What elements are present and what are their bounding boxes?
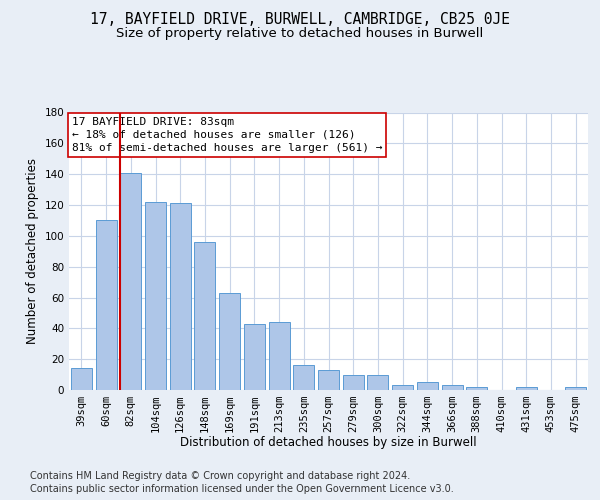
- Bar: [219, 293, 240, 390]
- Text: 17, BAYFIELD DRIVE, BURWELL, CAMBRIDGE, CB25 0JE: 17, BAYFIELD DRIVE, BURWELL, CAMBRIDGE, …: [90, 12, 510, 28]
- Y-axis label: Number of detached properties: Number of detached properties: [26, 158, 39, 344]
- Bar: [417, 382, 438, 390]
- Bar: [120, 172, 141, 390]
- Bar: [565, 387, 586, 390]
- Bar: [170, 204, 191, 390]
- Bar: [244, 324, 265, 390]
- Text: 17 BAYFIELD DRIVE: 83sqm
← 18% of detached houses are smaller (126)
81% of semi-: 17 BAYFIELD DRIVE: 83sqm ← 18% of detach…: [71, 116, 382, 153]
- Bar: [343, 374, 364, 390]
- Text: Contains HM Land Registry data © Crown copyright and database right 2024.: Contains HM Land Registry data © Crown c…: [30, 471, 410, 481]
- Text: Size of property relative to detached houses in Burwell: Size of property relative to detached ho…: [116, 26, 484, 40]
- Bar: [293, 366, 314, 390]
- Text: Distribution of detached houses by size in Burwell: Distribution of detached houses by size …: [181, 436, 477, 449]
- Bar: [269, 322, 290, 390]
- Bar: [318, 370, 339, 390]
- Text: Contains public sector information licensed under the Open Government Licence v3: Contains public sector information licen…: [30, 484, 454, 494]
- Bar: [367, 374, 388, 390]
- Bar: [516, 387, 537, 390]
- Bar: [145, 202, 166, 390]
- Bar: [71, 368, 92, 390]
- Bar: [392, 386, 413, 390]
- Bar: [95, 220, 116, 390]
- Bar: [466, 387, 487, 390]
- Bar: [194, 242, 215, 390]
- Bar: [442, 386, 463, 390]
